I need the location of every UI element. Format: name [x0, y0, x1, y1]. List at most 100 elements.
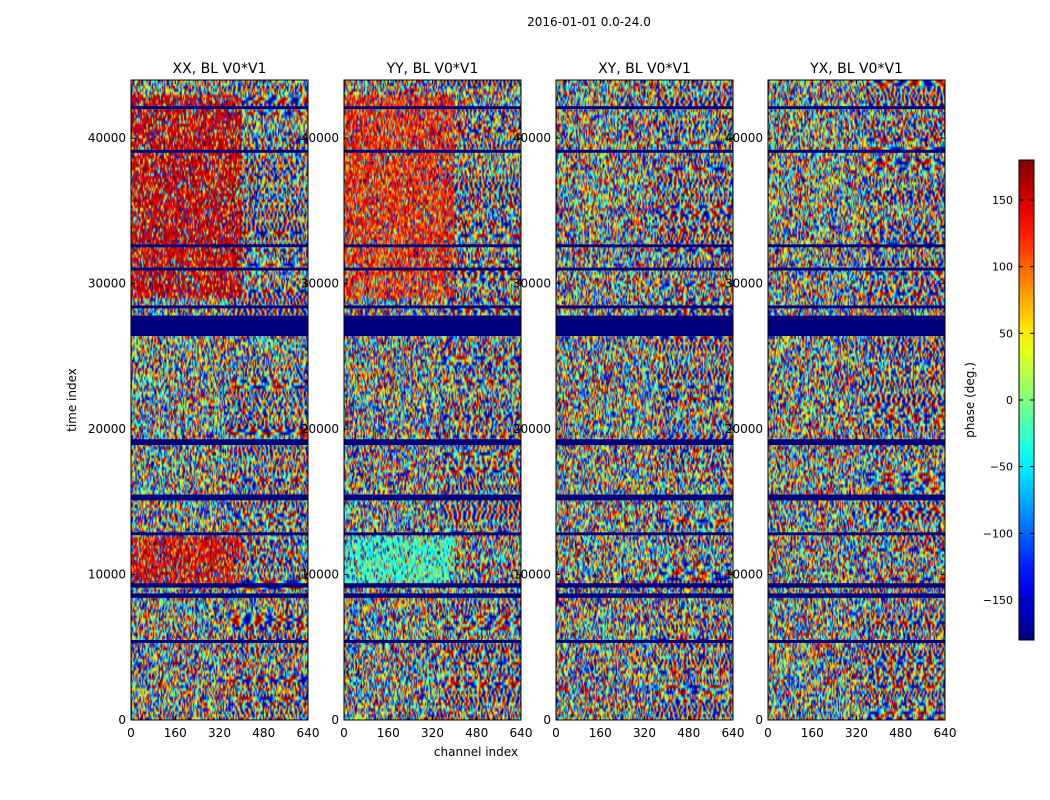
- flagged-band: [768, 640, 945, 643]
- flagged-band: [556, 640, 733, 643]
- flagged-band: [768, 305, 945, 309]
- flagged-band: [768, 149, 945, 153]
- y-axis-label: time index: [65, 368, 79, 432]
- flagged-band: [131, 244, 308, 248]
- y-tick-label: 0: [331, 713, 339, 727]
- panel-title: YX, BL V0*V1: [809, 61, 903, 77]
- x-tick-label: 0: [552, 726, 560, 740]
- flagged-band: [556, 244, 733, 248]
- y-tick-label: 30000: [513, 277, 551, 291]
- y-tick-label: 30000: [301, 277, 339, 291]
- flagged-band: [344, 244, 521, 248]
- x-tick-label: 160: [589, 726, 612, 740]
- colorbar-tick-label: 0: [1006, 394, 1013, 407]
- x-tick-label: 320: [633, 726, 656, 740]
- y-tick-label: 20000: [88, 422, 126, 436]
- panel-title: XX, BL V0*V1: [173, 61, 267, 77]
- flagged-band: [556, 532, 733, 536]
- flagged-band: [344, 149, 521, 153]
- y-tick-label: 30000: [88, 277, 126, 291]
- flagged-band: [344, 315, 521, 336]
- flagged-band: [768, 583, 945, 588]
- x-tick-label: 480: [252, 726, 275, 740]
- flagged-band: [131, 305, 308, 309]
- colorbar-tick-label: 100: [992, 261, 1013, 274]
- x-tick-label: 0: [764, 726, 772, 740]
- flagged-band: [131, 494, 308, 501]
- flagged-band: [131, 149, 308, 153]
- flagged-band: [344, 640, 521, 643]
- panel-1: XX, BL V0*V1 0 160 320 480 640 0 10000 20000 3000…: [88, 61, 320, 740]
- flagged-band: [344, 494, 521, 501]
- flagged-band: [556, 315, 733, 336]
- heatmap-image: [344, 80, 521, 720]
- flagged-band: [768, 315, 945, 336]
- heatmap-image: [556, 80, 733, 720]
- flagged-band: [768, 439, 945, 446]
- x-tick-label: 640: [934, 726, 957, 740]
- figure-suptitle: 2016-01-01 0.0-24.0: [527, 15, 651, 29]
- x-axis-label: channel index: [434, 745, 518, 759]
- colorbar-label: phase (deg.): [963, 362, 977, 438]
- x-tick-label: 480: [889, 726, 912, 740]
- flagged-band: [131, 593, 308, 598]
- x-tick-label: 0: [127, 726, 135, 740]
- flagged-band: [131, 532, 308, 536]
- flagged-band: [768, 494, 945, 501]
- flagged-band: [131, 267, 308, 271]
- y-tick-label: 40000: [88, 131, 126, 145]
- y-tick-label: 0: [755, 713, 763, 727]
- y-tick-label: 20000: [301, 422, 339, 436]
- x-tick-label: 640: [297, 726, 320, 740]
- flagged-band: [344, 593, 521, 598]
- panel-2: YY, BL V0*V1 0 160 320 480 640 0 10000 20000 3000…: [301, 61, 533, 740]
- flagged-band: [344, 583, 521, 588]
- flagged-band: [556, 439, 733, 446]
- x-tick-label: 160: [377, 726, 400, 740]
- y-tick-label: 0: [543, 713, 551, 727]
- flagged-band: [344, 106, 521, 110]
- flagged-band: [344, 439, 521, 446]
- y-tick-label: 20000: [725, 422, 763, 436]
- colorbar-tick-label: −100: [983, 527, 1013, 540]
- flagged-band: [131, 640, 308, 643]
- y-tick-label: 0: [118, 713, 126, 727]
- x-tick-label: 640: [722, 726, 745, 740]
- flagged-band: [768, 244, 945, 248]
- x-tick-label: 160: [801, 726, 824, 740]
- x-tick-label: 160: [164, 726, 187, 740]
- y-tick-label: 40000: [513, 131, 551, 145]
- flagged-band: [556, 149, 733, 153]
- panel-4: YX, BL V0*V1 0 160 320 480 640 0 10000 20000 3000…: [725, 61, 957, 740]
- colorbar-tick-label: 50: [999, 327, 1013, 340]
- panels-group: XX, BL V0*V1 0 160 320 480 640 0 10000 20000 3000…: [88, 61, 957, 740]
- colorbar-tick-label: −150: [983, 594, 1013, 607]
- y-tick-label: 40000: [725, 131, 763, 145]
- flagged-band: [556, 494, 733, 501]
- flagged-band: [768, 532, 945, 536]
- x-tick-label: 480: [465, 726, 488, 740]
- flagged-band: [344, 267, 521, 271]
- flagged-band: [556, 267, 733, 271]
- y-tick-label: 30000: [725, 277, 763, 291]
- colorbar-tick-label: 150: [992, 194, 1013, 207]
- flagged-band: [131, 439, 308, 446]
- flagged-band: [556, 305, 733, 309]
- panel-title: YY, BL V0*V1: [386, 61, 479, 77]
- y-tick-label: 20000: [513, 422, 551, 436]
- y-tick-label: 10000: [513, 568, 551, 582]
- flagged-band: [131, 106, 308, 110]
- panel-3: XY, BL V0*V1 0 160 320 480 640 0 10000 20000 3000…: [513, 61, 745, 740]
- flagged-band: [768, 106, 945, 110]
- y-tick-label: 10000: [88, 568, 126, 582]
- x-tick-label: 640: [510, 726, 533, 740]
- x-tick-label: 0: [340, 726, 348, 740]
- x-tick-label: 320: [845, 726, 868, 740]
- panel-title: XY, BL V0*V1: [598, 61, 691, 77]
- flagged-band: [556, 106, 733, 110]
- colorbar: 150 100 50 0 −50 −100 −150: [983, 159, 1035, 641]
- heatmap-image: [768, 80, 945, 720]
- heatmap-image: [131, 80, 308, 720]
- x-tick-label: 320: [421, 726, 444, 740]
